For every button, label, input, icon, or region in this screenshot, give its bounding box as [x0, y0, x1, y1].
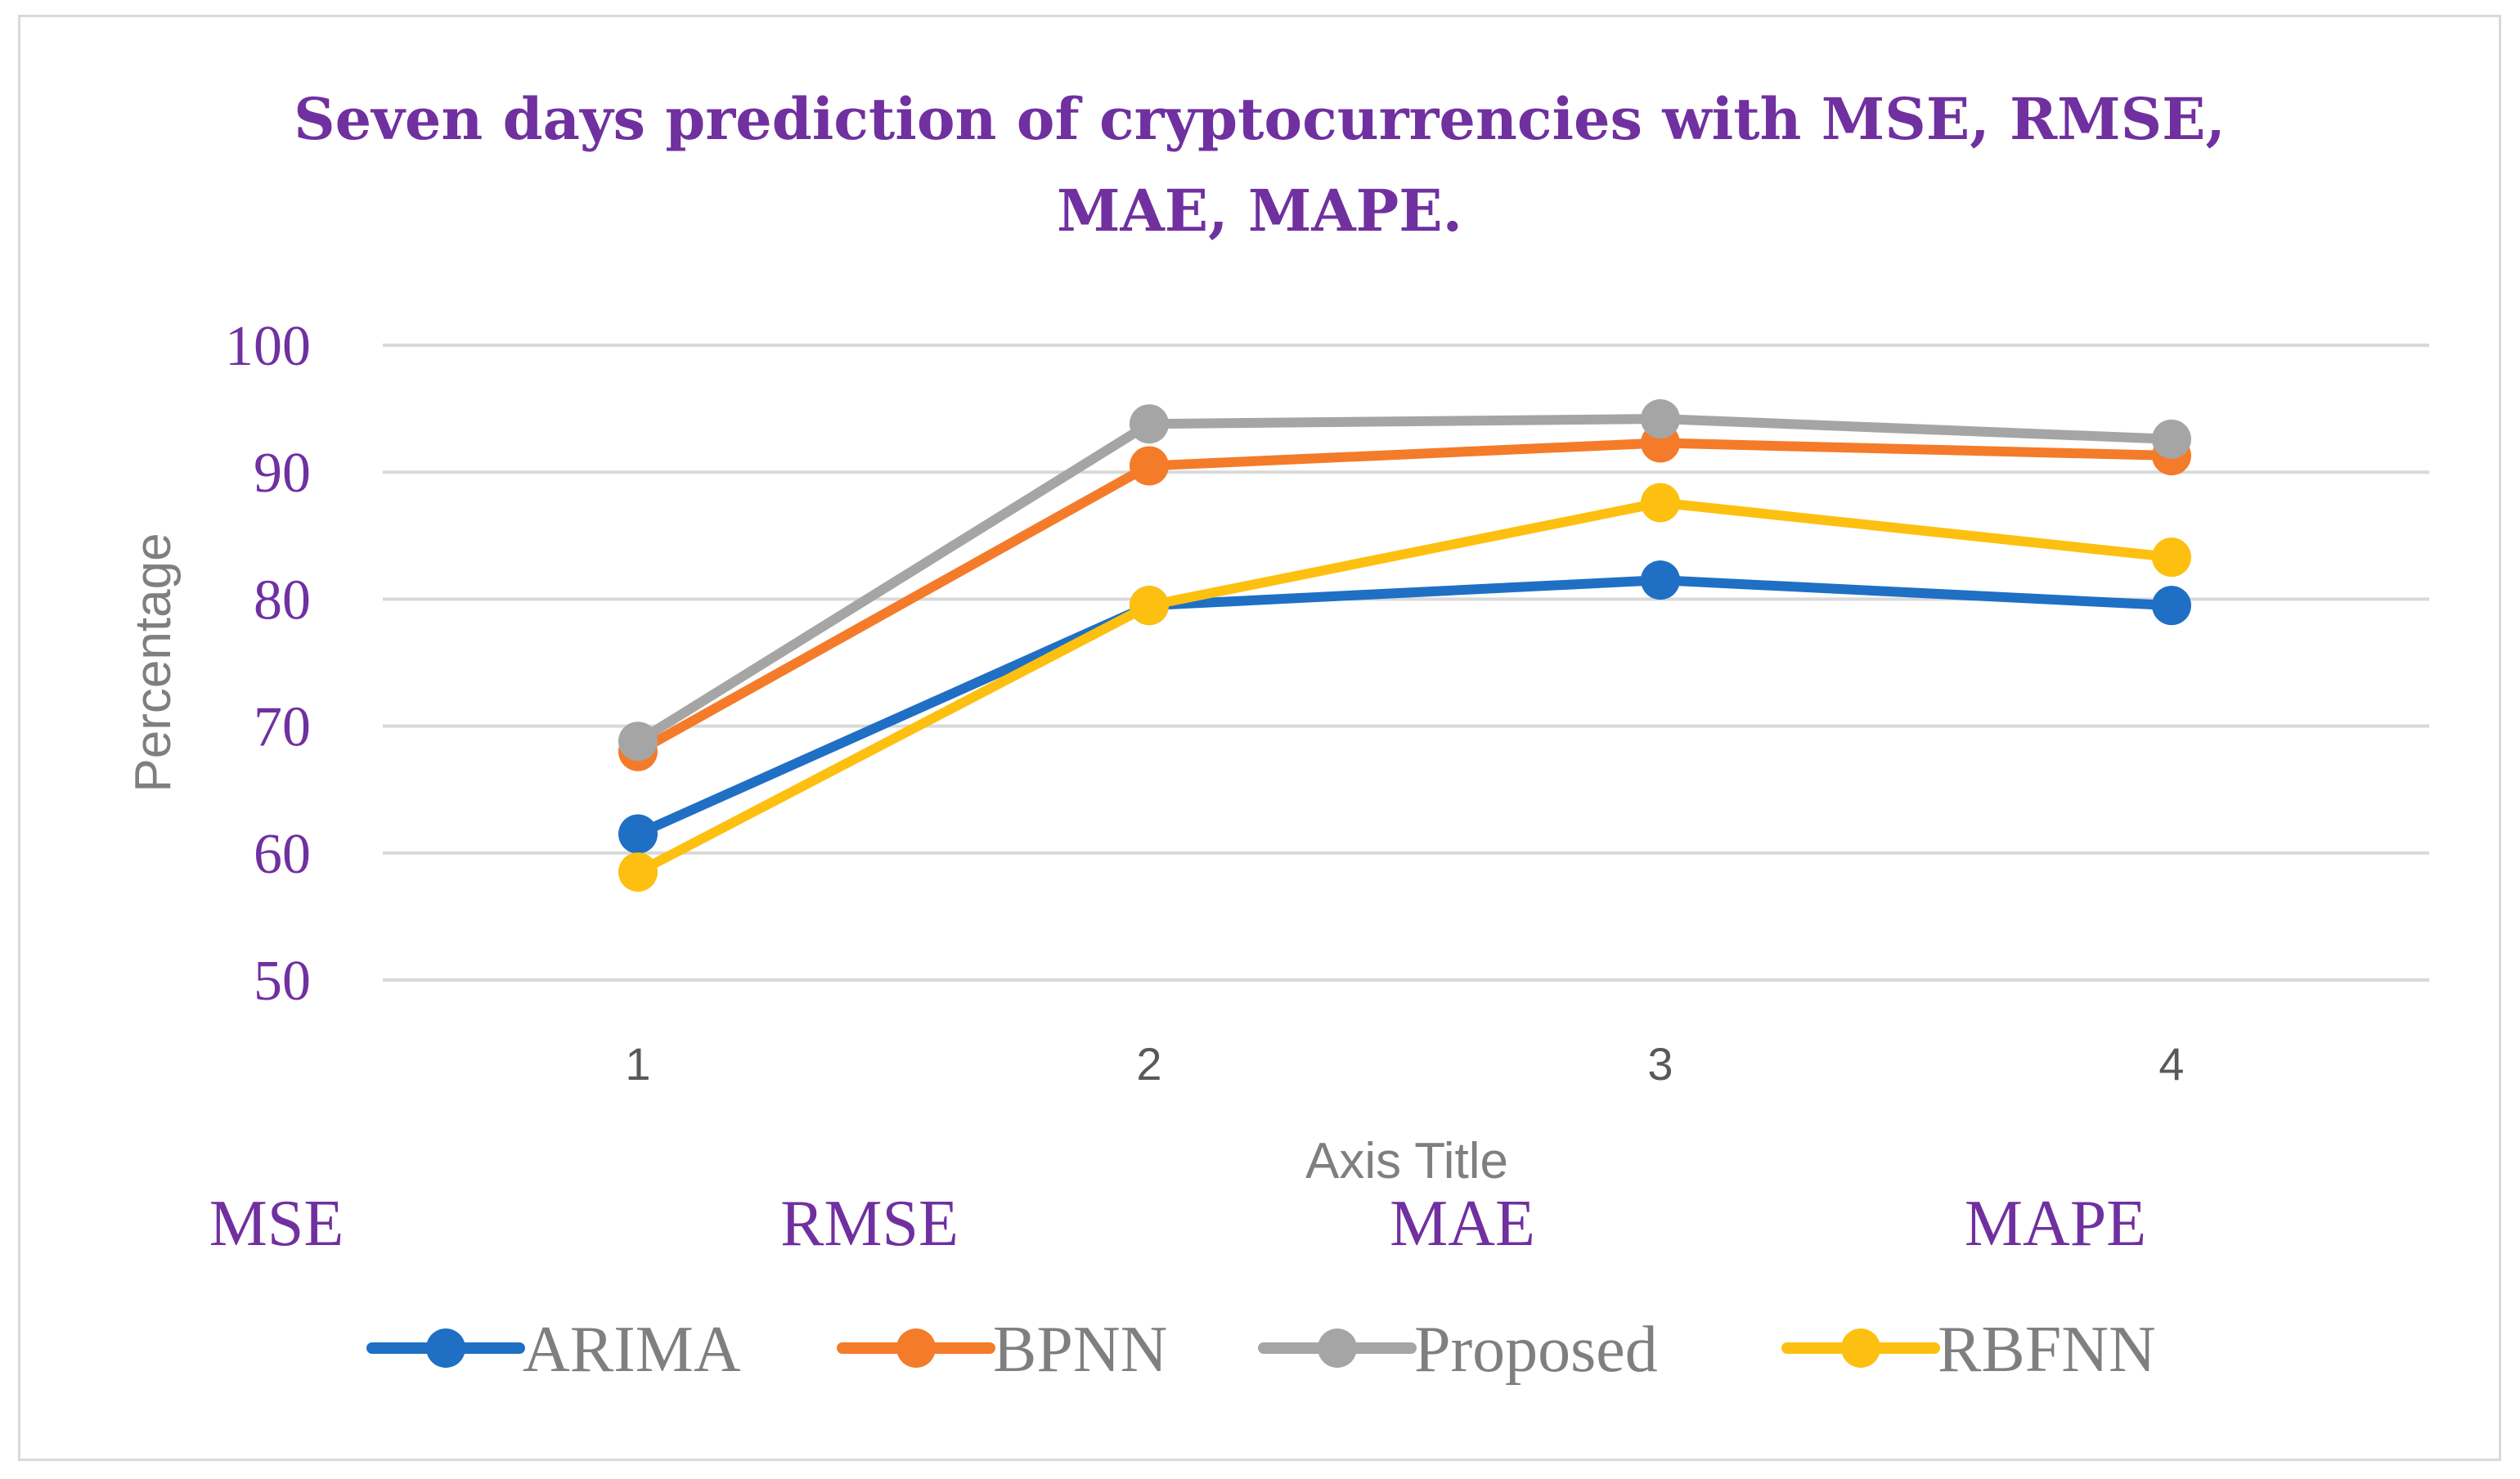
- y-tick-label: 90: [254, 442, 311, 505]
- series-line-arima: [633, 575, 2176, 839]
- series-line-bpnn: [633, 438, 2176, 757]
- series-line-proposed: [633, 414, 2176, 747]
- x-axis-ticks: 1 2 3 4: [625, 1038, 2184, 1090]
- category-label-mse: MSE: [209, 1188, 344, 1260]
- x-tick-label: 1: [625, 1038, 650, 1090]
- category-label-mae: MAE: [1390, 1188, 1535, 1260]
- x-axis-title: Axis Title: [1305, 1133, 1508, 1189]
- legend-item-arima: ARIMA: [366, 1314, 741, 1386]
- legend-item-proposed: Proposed: [1258, 1314, 1658, 1386]
- legend-swatch-marker: [426, 1328, 465, 1368]
- data-point-arima: [1641, 560, 1680, 600]
- y-axis-ticks: 50 60 70 80 90 100: [225, 315, 311, 1013]
- data-point-rbfnn: [618, 852, 658, 892]
- y-tick-label: 50: [254, 950, 311, 1013]
- x-tick-label: 3: [1647, 1038, 1673, 1090]
- x-tick-label: 4: [2158, 1038, 2184, 1090]
- series-rbfnn: [618, 483, 2191, 892]
- data-point-arima: [618, 814, 658, 854]
- chart-title-line-1: Seven days prediction of cryptocurrencie…: [294, 85, 2226, 153]
- data-point-proposed: [618, 722, 658, 762]
- data-point-proposed: [1641, 399, 1680, 439]
- data-point-arima: [2152, 586, 2191, 626]
- legend-label: ARIMA: [523, 1314, 741, 1386]
- chart-title-line-2: MAE, MAPE.: [1057, 177, 1462, 245]
- series-line-rbfnn: [633, 497, 2176, 878]
- legend-swatch-marker: [896, 1328, 936, 1368]
- legend-label: BPNN: [993, 1314, 1167, 1386]
- gridlines: [383, 344, 2429, 982]
- data-point-proposed: [1130, 404, 1169, 444]
- legend-item-rbfnn: RBFNN: [1781, 1314, 2156, 1386]
- y-axis-title: Percentage: [125, 533, 182, 792]
- series-proposed: [618, 399, 2191, 762]
- x-tick-label: 2: [1136, 1038, 1161, 1090]
- data-point-rbfnn: [1641, 483, 1680, 523]
- category-label-mape: MAPE: [1965, 1188, 2146, 1260]
- legend-label: Proposed: [1414, 1314, 1658, 1386]
- legend-swatch-marker: [1318, 1328, 1357, 1368]
- category-labels: MSE RMSE MAE MAPE: [209, 1188, 2146, 1260]
- legend: ARIMA BPNN Proposed RBFNN: [366, 1314, 2156, 1386]
- data-point-rbfnn: [1130, 586, 1169, 626]
- category-label-rmse: RMSE: [780, 1188, 959, 1260]
- legend-item-bpnn: BPNN: [837, 1314, 1167, 1386]
- y-tick-label: 80: [254, 569, 311, 632]
- data-point-proposed: [2152, 419, 2191, 459]
- series-lines: [618, 399, 2191, 892]
- y-tick-label: 70: [254, 696, 311, 759]
- legend-swatch-marker: [1841, 1328, 1880, 1368]
- y-tick-label: 60: [254, 823, 311, 886]
- y-tick-label: 100: [225, 315, 311, 378]
- data-point-rbfnn: [2152, 537, 2191, 578]
- legend-label: RBFNN: [1938, 1314, 2156, 1386]
- chart-frame: [18, 15, 2501, 1461]
- data-point-bpnn: [1130, 446, 1169, 486]
